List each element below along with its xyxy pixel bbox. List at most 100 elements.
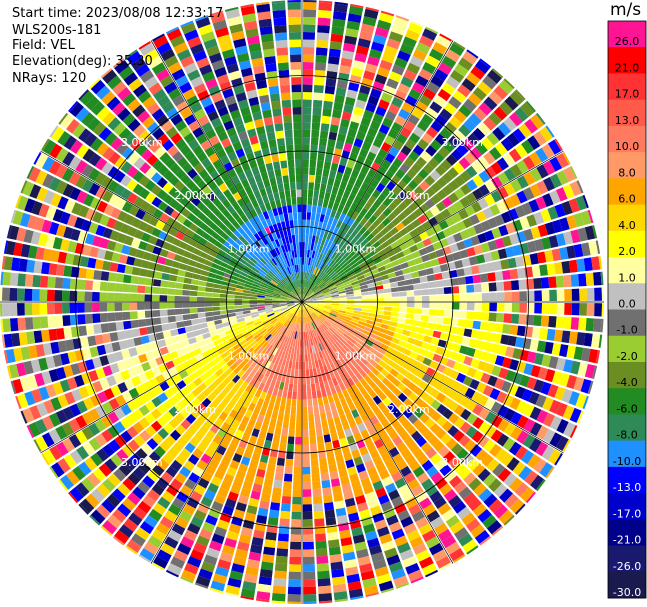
- range-gate: [243, 449, 253, 459]
- range-gate: [496, 391, 508, 404]
- range-gate: [544, 368, 556, 383]
- range-gate: [509, 233, 520, 245]
- range-gate: [435, 316, 444, 324]
- range-gate: [318, 190, 325, 200]
- range-gate: [96, 200, 108, 213]
- range-gate: [325, 223, 332, 232]
- range-gate: [402, 36, 417, 49]
- range-gate: [194, 484, 206, 496]
- range-gate: [334, 279, 343, 285]
- range-gate: [201, 196, 212, 207]
- range-gate: [370, 88, 382, 99]
- range-gate: [102, 478, 116, 493]
- range-gate: [253, 362, 261, 372]
- range-gate: [346, 291, 354, 295]
- range-gate: [343, 142, 353, 153]
- range-gate: [411, 218, 422, 229]
- range-gate: [77, 231, 88, 243]
- range-gate: [290, 315, 296, 323]
- range-gate: [346, 309, 354, 313]
- range-gate: [312, 398, 319, 407]
- range-gate: [315, 260, 321, 268]
- range-gate: [252, 283, 260, 288]
- range-gate: [296, 309, 300, 317]
- range-gate: [259, 269, 267, 276]
- range-gate: [6, 365, 12, 379]
- range-gate: [461, 336, 471, 346]
- range-gate: [405, 562, 420, 575]
- range-gate: [310, 212, 316, 221]
- range-gate: [468, 92, 482, 107]
- range-gate: [436, 415, 448, 427]
- range-gate: [339, 249, 347, 258]
- range-gate: [241, 268, 250, 275]
- range-gate: [354, 255, 363, 263]
- range-gate: [342, 551, 356, 562]
- range-gate: [167, 295, 175, 302]
- range-gate: [466, 72, 481, 86]
- range-gate: [261, 279, 270, 285]
- range-gate: [322, 323, 329, 330]
- range-gate: [187, 425, 198, 436]
- range-gate: [162, 139, 174, 151]
- range-gate: [314, 267, 319, 276]
- range-gate: [305, 331, 308, 340]
- range-gate: [502, 394, 515, 407]
- range-gate: [250, 288, 259, 293]
- range-gate: [213, 377, 223, 387]
- range-gate: [391, 259, 400, 267]
- range-gate: [190, 342, 200, 351]
- range-gate: [317, 280, 325, 287]
- range-gate: [204, 292, 213, 297]
- range-gate: [206, 547, 220, 559]
- range-gate: [255, 262, 263, 269]
- range-gate: [415, 224, 426, 235]
- range-gate: [167, 309, 176, 316]
- range-gate: [323, 230, 329, 239]
- range-gate: [318, 404, 325, 414]
- range-gate: [88, 152, 102, 167]
- range-ring-label: 2.00km: [388, 189, 430, 202]
- range-gate: [407, 22, 423, 35]
- range-gate: [521, 449, 535, 465]
- range-gate: [275, 323, 282, 330]
- range-gate: [198, 237, 208, 246]
- range-gate: [595, 350, 601, 364]
- range-gate: [307, 189, 314, 198]
- range-gate: [214, 469, 226, 480]
- range-gate: [327, 317, 335, 323]
- range-gate: [175, 282, 184, 289]
- range-gate: [171, 523, 186, 536]
- range-gate: [308, 234, 313, 243]
- range-gate: [273, 578, 287, 587]
- range-gate: [246, 321, 254, 327]
- range-gate: [425, 26, 439, 35]
- range-gate: [347, 377, 355, 387]
- range-gate: [349, 473, 360, 483]
- range-gate: [380, 274, 389, 281]
- range-gate: [343, 215, 351, 224]
- range-gate: [398, 256, 407, 264]
- range-gate: [555, 402, 568, 417]
- range-gate: [281, 99, 292, 108]
- range-gate: [288, 579, 301, 587]
- range-gate: [418, 35, 434, 48]
- range-gate: [170, 478, 183, 491]
- range-gate: [466, 49, 479, 59]
- range-gate: [101, 176, 113, 189]
- range-gate: [346, 306, 355, 311]
- range-gate: [418, 247, 428, 256]
- range-gate: [346, 89, 358, 99]
- range-gate: [283, 382, 289, 391]
- range-gate: [192, 174, 203, 185]
- range-gate: [345, 135, 355, 145]
- range-gate: [288, 428, 295, 437]
- range-gate: [314, 309, 322, 315]
- range-gate: [302, 299, 310, 302]
- range-gate: [190, 397, 201, 408]
- range-gate: [239, 274, 248, 281]
- range-gate: [430, 139, 442, 151]
- range-gate: [102, 520, 118, 535]
- range-gate: [198, 358, 208, 367]
- range-gate: [272, 304, 280, 307]
